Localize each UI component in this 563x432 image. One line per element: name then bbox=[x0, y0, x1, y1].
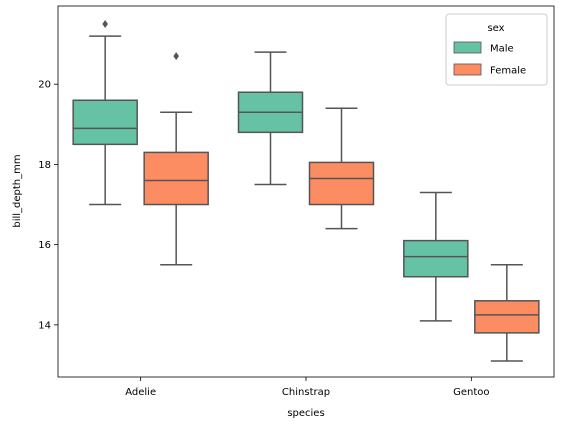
box-iqr bbox=[72, 99, 138, 146]
box-female-chinstrap bbox=[308, 107, 375, 230]
y-tick-label: 16 bbox=[38, 240, 51, 251]
x-tick-label: Gentoo bbox=[453, 387, 489, 398]
y-tick-label: 20 bbox=[38, 80, 51, 91]
x-tick-label: Adelie bbox=[125, 387, 156, 398]
box-iqr bbox=[143, 151, 209, 206]
plot-frame bbox=[57, 5, 555, 378]
chart-marks bbox=[72, 20, 540, 362]
outlier-point bbox=[173, 52, 179, 61]
box-iqr bbox=[403, 239, 469, 278]
outlier-point bbox=[102, 20, 108, 29]
box-female-gentoo bbox=[474, 263, 540, 362]
y-axis-title: bill_depth_mm bbox=[12, 154, 23, 227]
chart-axes: 14 16 18 20 Adelie Chinstrap Gentoo bbox=[38, 80, 489, 398]
x-tick-label: Chinstrap bbox=[282, 387, 330, 398]
legend-swatch-female bbox=[453, 63, 482, 76]
box-female-adelie bbox=[143, 52, 209, 266]
x-axis-title: species bbox=[287, 408, 324, 419]
legend-label-female: Female bbox=[490, 66, 526, 77]
legend-label-male: Male bbox=[490, 44, 514, 55]
y-tick-label: 18 bbox=[38, 160, 51, 171]
box-male-gentoo bbox=[403, 191, 469, 322]
box-iqr bbox=[474, 300, 540, 334]
legend: sex Male Female bbox=[445, 13, 548, 86]
legend-title: sex bbox=[487, 23, 504, 34]
legend-swatch-male bbox=[453, 41, 482, 54]
box-iqr bbox=[308, 161, 375, 206]
box-male-chinstrap bbox=[237, 51, 304, 186]
y-tick-label: 14 bbox=[38, 320, 51, 331]
box-male-adelie bbox=[72, 20, 138, 206]
